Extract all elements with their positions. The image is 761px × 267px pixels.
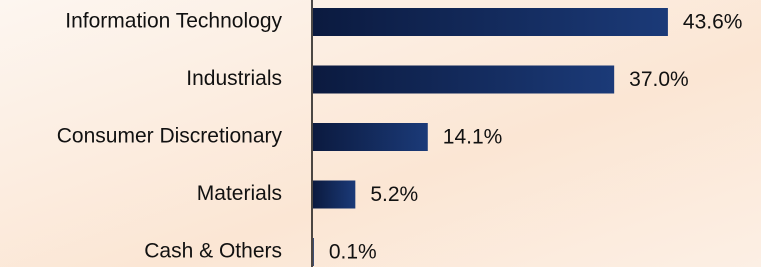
value-label: 37.0% bbox=[629, 68, 689, 91]
category-label: Industrials bbox=[186, 67, 282, 90]
category-label: Cash & Others bbox=[144, 240, 282, 263]
chart: Information Technology 43.6% Industrials 37… bbox=[0, 0, 761, 267]
category-label: Information Technology bbox=[65, 10, 282, 33]
value-label: 14.1% bbox=[443, 126, 503, 149]
bar bbox=[313, 66, 614, 94]
category-label: Materials bbox=[197, 182, 282, 205]
bar bbox=[313, 123, 428, 151]
bar bbox=[313, 181, 355, 209]
category-label: Consumer Discretionary bbox=[57, 125, 283, 148]
page: {"chart_data": {"type": "bar", "orientat… bbox=[0, 0, 761, 267]
bar bbox=[313, 8, 668, 36]
value-label: 5.2% bbox=[370, 183, 418, 206]
value-label: 0.1% bbox=[329, 241, 377, 264]
bar bbox=[313, 238, 314, 266]
value-label: 43.6% bbox=[683, 11, 743, 34]
